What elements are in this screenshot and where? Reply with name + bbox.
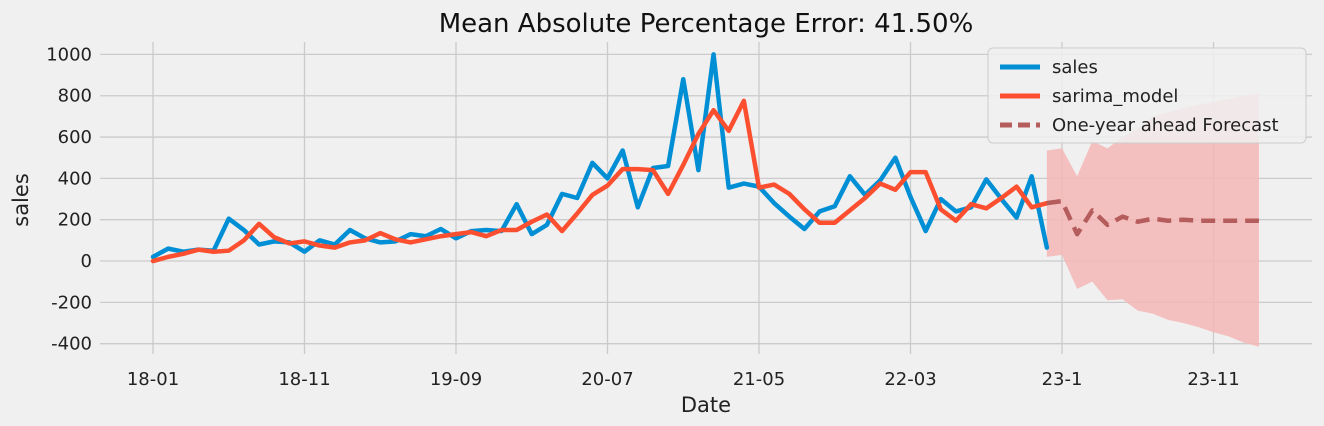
tick-labels: -400 -200 0 200 400 600 800 1000 18-01 18-11 19-09… bbox=[46, 44, 1239, 390]
y-tick-label: 400 bbox=[58, 168, 92, 189]
sarima-model-line bbox=[150, 98, 1050, 264]
x-tick-label: 19-09 bbox=[430, 369, 482, 390]
y-tick-label: 600 bbox=[58, 127, 92, 148]
legend-box bbox=[987, 47, 1307, 144]
x-tick-label: 20-07 bbox=[581, 369, 633, 390]
forecast-confidence-band bbox=[1046, 93, 1259, 347]
x-tick-label: 23-11 bbox=[1187, 369, 1239, 390]
legend: sales sarima_model One-year ahead Forecast bbox=[987, 47, 1307, 144]
x-tick-label: 22-03 bbox=[884, 369, 936, 390]
y-tick-label: 800 bbox=[58, 86, 92, 107]
confidence-interval bbox=[1046, 93, 1259, 347]
x-tick-label: 18-11 bbox=[278, 369, 330, 390]
forecast-line bbox=[1046, 198, 1259, 237]
x-tick-label: 18-01 bbox=[127, 369, 179, 390]
chart-title: Mean Absolute Percentage Error: 41.50% bbox=[439, 9, 974, 39]
x-tick-label: 21-05 bbox=[733, 369, 785, 390]
y-tick-label: 0 bbox=[81, 251, 92, 272]
y-tick-label: 200 bbox=[58, 210, 92, 231]
y-axis-label: sales bbox=[9, 173, 33, 227]
y-tick-label: -200 bbox=[51, 292, 92, 313]
legend-label: sales bbox=[1052, 57, 1098, 78]
sales-line bbox=[150, 52, 1050, 260]
x-tick-label: 23-1 bbox=[1042, 369, 1083, 390]
y-tick-label: -400 bbox=[51, 334, 92, 355]
x-axis-label: Date bbox=[681, 393, 731, 417]
series-lines bbox=[150, 52, 1259, 264]
legend-label: One-year ahead Forecast bbox=[1052, 115, 1279, 136]
y-tick-label: 1000 bbox=[46, 44, 92, 65]
legend-label: sarima_model bbox=[1052, 86, 1178, 107]
